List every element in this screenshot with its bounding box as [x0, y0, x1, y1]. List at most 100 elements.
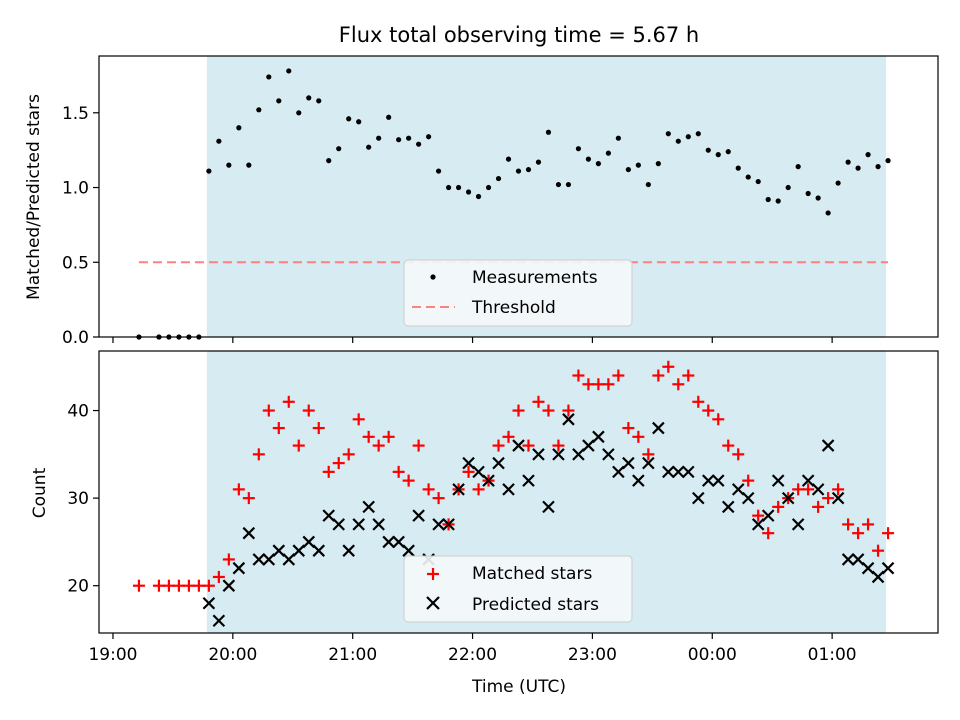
matched-star-point — [392, 465, 405, 478]
matched-star-point — [812, 500, 825, 513]
measurement-point — [875, 164, 881, 170]
predicted-star-point — [731, 483, 745, 496]
predicted-star-point — [572, 448, 585, 461]
matched-star-point — [302, 404, 315, 417]
matched-star-point — [532, 395, 545, 408]
measurement-point — [695, 131, 701, 137]
matched-star-point — [572, 369, 585, 382]
predicted-star-point — [612, 465, 625, 479]
matched-star-point — [542, 404, 555, 417]
measurement-point — [485, 184, 492, 191]
predicted-star-point — [682, 465, 695, 479]
matched-star-point — [332, 457, 345, 470]
x-axis-label: Time (UTC) — [471, 677, 566, 697]
predicted-star-point — [562, 413, 575, 426]
predicted-star-point — [542, 500, 555, 514]
predicted-star-point — [512, 439, 525, 452]
measurement-point — [855, 165, 861, 171]
matched-star-point — [772, 500, 785, 513]
measurement-point — [735, 165, 741, 171]
predicted-star-point — [841, 553, 855, 566]
measurement-point — [216, 138, 222, 144]
measurement-point — [296, 110, 302, 116]
measurement-point — [465, 189, 472, 195]
predicted-star-point — [372, 518, 385, 531]
measurement-point — [865, 152, 871, 158]
y-tick-label: 0.5 — [62, 253, 89, 273]
matched-star-point — [552, 439, 565, 452]
matched-star-point — [712, 413, 725, 426]
measurement-point — [286, 68, 292, 74]
measurement-point — [655, 161, 661, 167]
measurement-point — [306, 95, 312, 101]
measurement-point — [585, 156, 592, 162]
predicted-star-point — [492, 456, 505, 470]
matched-star-point — [762, 527, 775, 540]
top-legend: Measurements Threshold — [403, 259, 633, 327]
chart-title: Flux total observing time = 5.67 h — [339, 23, 699, 47]
measurement-point — [705, 147, 711, 153]
predicted-star-point — [721, 500, 735, 514]
matched-star-point — [412, 439, 425, 452]
predicted-star-point — [781, 491, 795, 505]
predicted-star-point — [242, 526, 256, 540]
matched-star-point — [642, 448, 655, 461]
predicted-star-point — [352, 518, 365, 531]
predicted-star-point — [292, 544, 306, 557]
measurement-point — [685, 134, 691, 140]
measurement-point — [266, 74, 272, 80]
legend-measurements-label: Measurements — [472, 268, 598, 288]
matched-star-point — [432, 492, 445, 505]
measurement-point — [505, 156, 512, 162]
measurement-point — [725, 149, 731, 155]
bottom-y-ticks: 20 30 40 — [67, 402, 99, 597]
matched-star-point — [222, 553, 235, 566]
legend-matched-label: Matched stars — [472, 564, 592, 584]
measurement-point — [625, 166, 631, 173]
legend-predicted-marker — [426, 596, 440, 610]
y-tick-label: 1.5 — [62, 104, 89, 124]
predicted-star-point — [652, 421, 665, 435]
measurement-point — [346, 116, 352, 122]
predicted-star-point — [692, 491, 705, 505]
matched-star-point — [322, 465, 335, 478]
predicted-star-point — [322, 509, 336, 522]
measurement-points — [136, 68, 891, 340]
measurement-point — [805, 190, 811, 197]
matched-star-point — [312, 422, 325, 435]
predicted-star-point — [212, 614, 226, 628]
legend-threshold-label: Threshold — [471, 298, 556, 318]
measurement-point — [675, 138, 681, 144]
matched-star-point — [672, 378, 685, 391]
measurement-point — [455, 184, 462, 191]
measurement-point — [825, 210, 831, 216]
y-tick-label: 30 — [67, 489, 89, 509]
predicted-star-point — [252, 553, 266, 566]
matched-star-point — [612, 369, 625, 382]
predicted-star-point — [851, 553, 865, 566]
matched-star-point — [692, 395, 705, 408]
measurement-point — [435, 168, 442, 174]
predicted-star-point — [831, 491, 845, 505]
predicted-star-point — [741, 491, 755, 505]
matched-star-point — [662, 360, 675, 373]
matched-star-point — [652, 369, 665, 382]
measurement-point — [665, 131, 671, 137]
measurement-point — [316, 98, 322, 104]
matched-star-point — [472, 483, 485, 496]
measurement-point — [475, 193, 482, 200]
matched-star-point — [872, 544, 885, 557]
measurement-point — [226, 162, 232, 168]
measurement-point — [515, 168, 522, 174]
measurement-point — [765, 196, 771, 203]
predicted-star-point — [362, 500, 375, 514]
top-x-ticks — [112, 337, 833, 343]
matched-star-point — [832, 483, 845, 496]
bottom-x-ticks: 19:00 20:00 21:00 22:00 23:00 00:00 01:00 — [88, 633, 857, 665]
predicted-star-point — [332, 518, 345, 531]
matched-star-point — [702, 404, 715, 417]
measurement-point — [416, 141, 422, 147]
predicted-star-point — [771, 474, 785, 487]
measurement-point — [835, 180, 841, 186]
